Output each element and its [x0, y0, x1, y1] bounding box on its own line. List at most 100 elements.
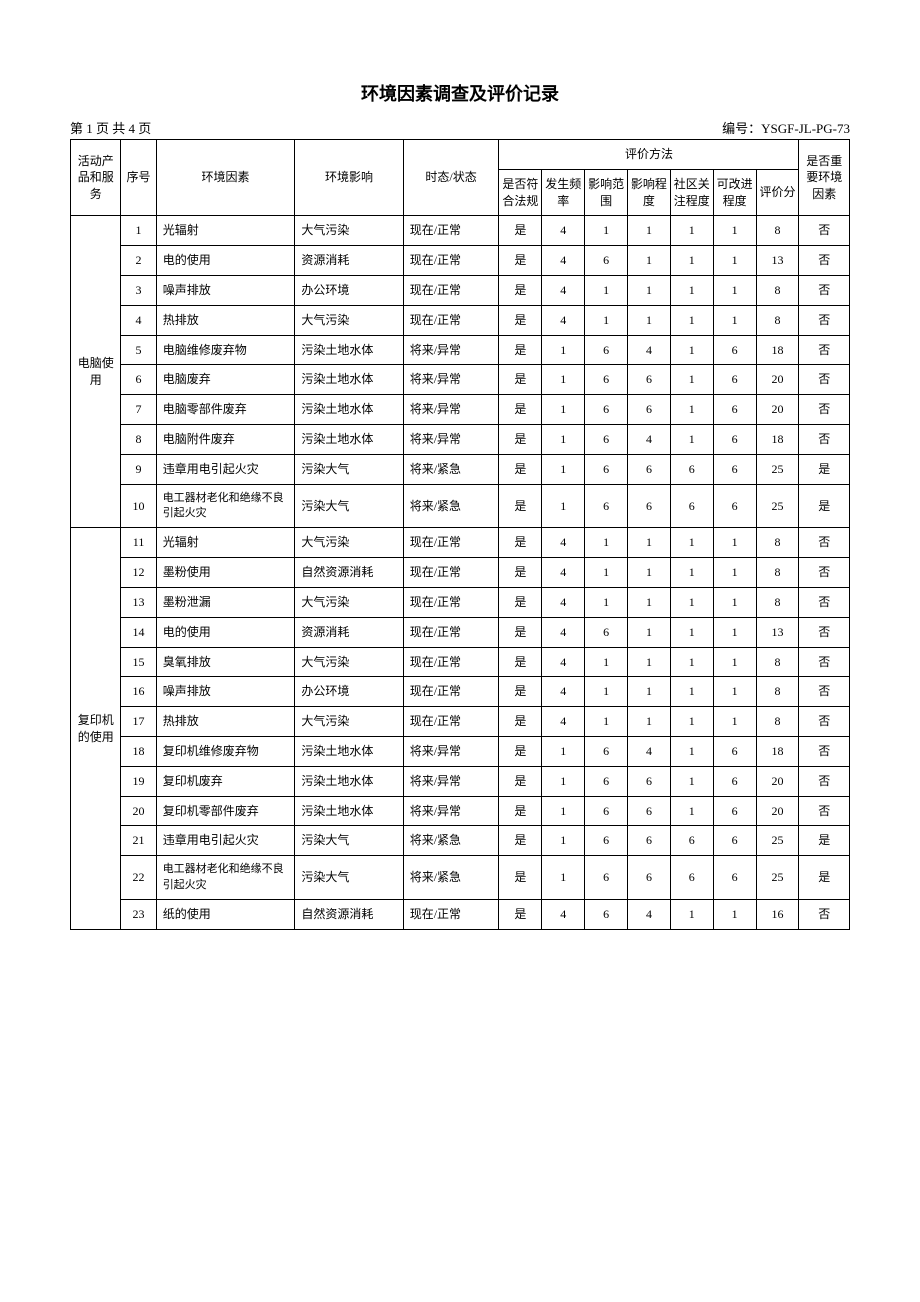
- cell-seq: 2: [121, 246, 156, 276]
- cell-temporal: 将来/紧急: [403, 856, 499, 900]
- cell-improvability: 6: [713, 736, 756, 766]
- cell-seq: 8: [121, 424, 156, 454]
- cell-improvability: 6: [713, 796, 756, 826]
- cell-impact: 污染土地水体: [295, 736, 403, 766]
- cell-temporal: 将来/异常: [403, 736, 499, 766]
- cell-compliance: 是: [499, 796, 542, 826]
- cell-compliance: 是: [499, 395, 542, 425]
- cell-compliance: 是: [499, 647, 542, 677]
- cell-factor: 光辐射: [156, 216, 295, 246]
- cell-score: 8: [756, 216, 799, 246]
- cell-seq: 12: [121, 558, 156, 588]
- cell-significant: 否: [799, 677, 850, 707]
- header-frequency: 发生频率: [542, 169, 585, 216]
- cell-improvability: 6: [713, 395, 756, 425]
- header-seq: 序号: [121, 140, 156, 216]
- cell-degree: 1: [628, 647, 671, 677]
- cell-score: 18: [756, 335, 799, 365]
- cell-scope: 6: [585, 484, 628, 528]
- cell-scope: 6: [585, 454, 628, 484]
- cell-degree: 4: [628, 736, 671, 766]
- cell-factor: 违章用电引起火灾: [156, 826, 295, 856]
- cell-factor: 复印机维修废弃物: [156, 736, 295, 766]
- cell-temporal: 将来/异常: [403, 365, 499, 395]
- cell-impact: 污染大气: [295, 454, 403, 484]
- cell-significant: 否: [799, 335, 850, 365]
- cell-improvability: 1: [713, 275, 756, 305]
- cell-seq: 5: [121, 335, 156, 365]
- cell-scope: 6: [585, 617, 628, 647]
- cell-compliance: 是: [499, 528, 542, 558]
- cell-degree: 1: [628, 677, 671, 707]
- cell-impact: 污染土地水体: [295, 395, 403, 425]
- cell-frequency: 4: [542, 617, 585, 647]
- cell-factor: 违章用电引起火灾: [156, 454, 295, 484]
- cell-degree: 6: [628, 826, 671, 856]
- cell-community: 1: [670, 424, 713, 454]
- cell-temporal: 现在/正常: [403, 587, 499, 617]
- cell-frequency: 4: [542, 216, 585, 246]
- cell-factor: 电脑维修废弃物: [156, 335, 295, 365]
- cell-improvability: 1: [713, 647, 756, 677]
- cell-improvability: 6: [713, 454, 756, 484]
- cell-impact: 污染土地水体: [295, 796, 403, 826]
- cell-degree: 4: [628, 335, 671, 365]
- cell-seq: 10: [121, 484, 156, 528]
- cell-degree: 4: [628, 899, 671, 929]
- cell-degree: 4: [628, 424, 671, 454]
- table-row: 5电脑维修废弃物污染土地水体将来/异常是1641618否: [71, 335, 850, 365]
- cell-factor: 光辐射: [156, 528, 295, 558]
- cell-improvability: 1: [713, 216, 756, 246]
- cell-score: 16: [756, 899, 799, 929]
- header-impact: 环境影响: [295, 140, 403, 216]
- cell-frequency: 4: [542, 275, 585, 305]
- cell-community: 1: [670, 528, 713, 558]
- cell-temporal: 将来/紧急: [403, 484, 499, 528]
- table-row: 8电脑附件废弃污染土地水体将来/异常是1641618否: [71, 424, 850, 454]
- cell-compliance: 是: [499, 365, 542, 395]
- cell-impact: 污染土地水体: [295, 424, 403, 454]
- cell-significant: 否: [799, 796, 850, 826]
- cell-impact: 大气污染: [295, 587, 403, 617]
- cell-frequency: 4: [542, 246, 585, 276]
- cell-factor: 热排放: [156, 707, 295, 737]
- cell-degree: 1: [628, 617, 671, 647]
- cell-factor: 电脑附件废弃: [156, 424, 295, 454]
- cell-degree: 1: [628, 707, 671, 737]
- cell-factor: 电工器材老化和绝缘不良引起火灾: [156, 484, 295, 528]
- cell-community: 1: [670, 647, 713, 677]
- table-row: 10电工器材老化和绝缘不良引起火灾污染大气将来/紧急是1666625是: [71, 484, 850, 528]
- cell-score: 18: [756, 736, 799, 766]
- cell-score: 13: [756, 246, 799, 276]
- cell-compliance: 是: [499, 216, 542, 246]
- cell-seq: 14: [121, 617, 156, 647]
- cell-significant: 否: [799, 216, 850, 246]
- cell-impact: 资源消耗: [295, 617, 403, 647]
- cell-temporal: 现在/正常: [403, 528, 499, 558]
- cell-degree: 1: [628, 558, 671, 588]
- cell-factor: 噪声排放: [156, 275, 295, 305]
- cell-improvability: 6: [713, 484, 756, 528]
- cell-factor: 复印机废弃: [156, 766, 295, 796]
- cell-score: 8: [756, 677, 799, 707]
- cell-seq: 9: [121, 454, 156, 484]
- cell-factor: 噪声排放: [156, 677, 295, 707]
- cell-scope: 6: [585, 736, 628, 766]
- table-row: 19复印机废弃污染土地水体将来/异常是1661620否: [71, 766, 850, 796]
- cell-seq: 15: [121, 647, 156, 677]
- cell-score: 18: [756, 424, 799, 454]
- cell-temporal: 现在/正常: [403, 275, 499, 305]
- cell-temporal: 将来/异常: [403, 796, 499, 826]
- header-score: 评价分: [756, 169, 799, 216]
- cell-scope: 6: [585, 826, 628, 856]
- doc-number: YSGF-JL-PG-73: [761, 121, 850, 136]
- cell-impact: 资源消耗: [295, 246, 403, 276]
- table-row: 21违章用电引起火灾污染大气将来/紧急是1666625是: [71, 826, 850, 856]
- cell-significant: 否: [799, 395, 850, 425]
- cell-seq: 16: [121, 677, 156, 707]
- cell-significant: 否: [799, 246, 850, 276]
- cell-seq: 19: [121, 766, 156, 796]
- cell-score: 20: [756, 365, 799, 395]
- header-community: 社区关注程度: [670, 169, 713, 216]
- cell-community: 6: [670, 484, 713, 528]
